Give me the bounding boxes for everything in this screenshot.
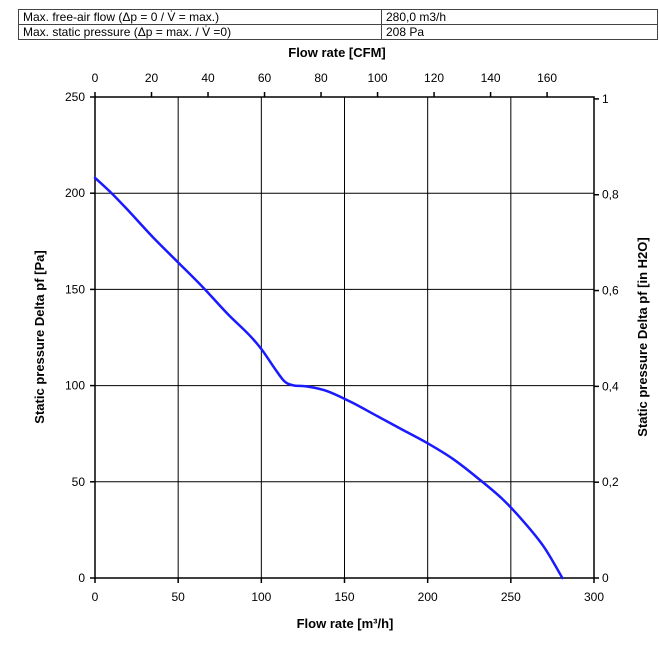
spec-label-max-pressure: Max. static pressure (Δp = max. / V̇ =0) <box>18 24 382 40</box>
x-tick-label: 50 <box>171 590 185 604</box>
grid <box>94 96 595 579</box>
y-tick-label: 250 <box>65 90 85 104</box>
axes <box>90 92 599 583</box>
x2-tick-label: 160 <box>537 71 557 85</box>
x-tick-label: 200 <box>418 590 438 604</box>
y2-axis-title: Static pressure Delta pf [in H2O] <box>635 237 650 436</box>
x2-tick-label: 80 <box>314 71 328 85</box>
y-tick-label: 0 <box>78 571 85 585</box>
x-axis-title: Flow rate [m³/h] <box>297 616 394 631</box>
y-tick-label: 100 <box>65 379 85 393</box>
y2-tick-label: 0,2 <box>602 475 619 489</box>
x2-tick-label: 40 <box>201 71 215 85</box>
spec-table: Max. free-air flow (Δp = 0 / V̇ = max.) … <box>18 9 658 40</box>
x-tick-label: 150 <box>334 590 354 604</box>
x-tick-label: 300 <box>584 590 604 604</box>
y2-tick-label: 1 <box>602 92 609 106</box>
y-tick-label: 150 <box>65 282 85 296</box>
y2-tick-label: 0,4 <box>602 379 619 393</box>
pressure-curve <box>93 176 564 580</box>
y2-tick-label: 0 <box>602 571 609 585</box>
y-tick-label: 50 <box>72 475 86 489</box>
y2-tick-label: 0,6 <box>602 284 619 298</box>
x2-tick-label: 120 <box>424 71 444 85</box>
x-tick-label: 0 <box>92 590 99 604</box>
x2-tick-label: 140 <box>481 71 501 85</box>
y-tick-label: 200 <box>65 186 85 200</box>
x2-tick-label: 0 <box>92 71 99 85</box>
x2-tick-label: 60 <box>258 71 272 85</box>
spec-row-max-pressure: Max. static pressure (Δp = max. / V̇ =0)… <box>18 24 658 40</box>
x2-tick-label: 100 <box>368 71 388 85</box>
series <box>93 176 564 580</box>
spec-value-max-pressure: 208 Pa <box>381 24 658 40</box>
x2-axis-title: Flow rate [CFM] <box>288 45 386 60</box>
y-axis-title: Static pressure Delta pf [Pa] <box>32 250 47 423</box>
x-tick-label: 100 <box>251 590 271 604</box>
y2-tick-label: 0,8 <box>602 188 619 202</box>
x-tick-label: 250 <box>501 590 521 604</box>
x2-tick-label: 20 <box>145 71 159 85</box>
